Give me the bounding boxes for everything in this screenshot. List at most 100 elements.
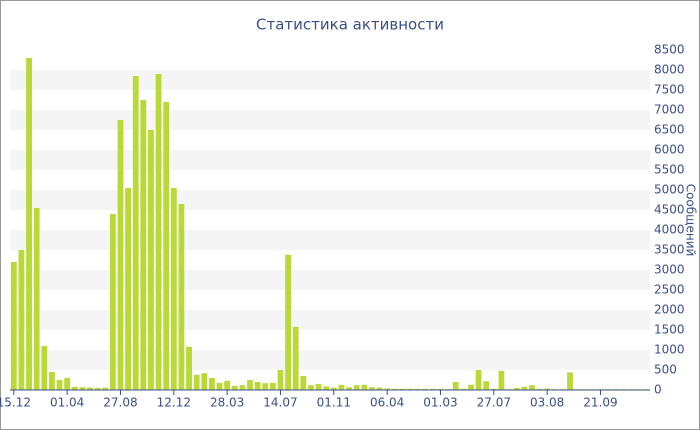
bar bbox=[178, 204, 185, 390]
bar bbox=[109, 214, 116, 390]
y-tick-label: 3500 bbox=[654, 243, 685, 257]
grid-band bbox=[10, 230, 650, 250]
bar bbox=[422, 388, 429, 390]
bar bbox=[117, 120, 124, 390]
y-tick-label: 6000 bbox=[654, 143, 685, 157]
bar bbox=[125, 188, 131, 390]
grid-band bbox=[10, 110, 650, 130]
bar bbox=[323, 386, 330, 390]
bar bbox=[429, 388, 436, 390]
bar bbox=[361, 384, 368, 390]
x-tick-label: 15.12 bbox=[0, 396, 31, 410]
bar bbox=[163, 102, 170, 390]
y-tick-label: 4500 bbox=[654, 203, 685, 217]
bar bbox=[155, 74, 162, 390]
bar bbox=[544, 388, 551, 390]
x-tick-label: 01.04 bbox=[50, 396, 84, 410]
y-tick-label: 500 bbox=[654, 363, 677, 377]
x-tick-label: 01.03 bbox=[423, 396, 457, 410]
bar bbox=[277, 370, 284, 390]
y-tick-label: 7000 bbox=[654, 103, 685, 117]
bar bbox=[292, 326, 299, 390]
bar bbox=[369, 387, 375, 390]
bar bbox=[521, 386, 528, 390]
x-tick-label: 03.08 bbox=[530, 396, 564, 410]
bar bbox=[71, 386, 78, 390]
y-tick-label: 2000 bbox=[654, 303, 685, 317]
bar bbox=[490, 388, 497, 390]
bar bbox=[353, 385, 360, 390]
bar bbox=[567, 372, 573, 390]
bar bbox=[231, 386, 238, 390]
bar bbox=[10, 262, 17, 390]
bar bbox=[239, 385, 246, 390]
bar bbox=[407, 388, 413, 390]
x-tick-label: 27.07 bbox=[477, 396, 511, 410]
y-axis-label: Сообщений bbox=[684, 184, 698, 257]
grid-band bbox=[10, 310, 650, 330]
bar bbox=[87, 387, 93, 390]
bar bbox=[391, 388, 398, 390]
grid-band bbox=[10, 190, 650, 210]
bar bbox=[64, 378, 71, 390]
bar bbox=[330, 387, 337, 390]
bar bbox=[300, 376, 307, 390]
bar bbox=[140, 100, 147, 390]
bar bbox=[315, 384, 322, 390]
bar bbox=[79, 387, 86, 390]
y-tick-label: 7500 bbox=[654, 83, 685, 97]
y-tick-label: 5500 bbox=[654, 163, 685, 177]
y-tick-label: 4000 bbox=[654, 223, 685, 237]
bar bbox=[346, 387, 352, 390]
bar bbox=[468, 384, 474, 390]
y-tick-label: 0 bbox=[654, 383, 662, 397]
bar bbox=[376, 387, 383, 390]
bar bbox=[437, 388, 444, 390]
bar bbox=[269, 382, 276, 390]
y-tick-label: 5000 bbox=[654, 183, 685, 197]
bar bbox=[148, 130, 154, 390]
bar bbox=[384, 388, 391, 390]
y-tick-label: 8000 bbox=[654, 63, 685, 77]
bar bbox=[498, 370, 505, 390]
x-tick-label: 28.03 bbox=[210, 396, 244, 410]
x-tick-label: 27.08 bbox=[103, 396, 137, 410]
bar bbox=[529, 385, 535, 390]
bar bbox=[201, 373, 208, 390]
bar bbox=[460, 388, 467, 390]
bar bbox=[483, 381, 490, 390]
bar bbox=[209, 378, 215, 390]
bar bbox=[224, 380, 231, 390]
bar bbox=[254, 382, 261, 390]
bar bbox=[170, 188, 177, 390]
bar bbox=[262, 383, 269, 390]
x-tick-label: 12.12 bbox=[157, 396, 191, 410]
bar bbox=[26, 58, 32, 390]
x-tick-label: 01.11 bbox=[317, 396, 351, 410]
grid-band bbox=[10, 350, 650, 370]
bar bbox=[193, 374, 200, 390]
bar bbox=[308, 385, 314, 390]
y-tick-label: 2500 bbox=[654, 283, 685, 297]
grid-band bbox=[10, 70, 650, 90]
bar bbox=[338, 384, 345, 390]
bar bbox=[536, 388, 543, 390]
bar bbox=[247, 380, 253, 390]
bar bbox=[399, 388, 406, 390]
bar bbox=[41, 346, 48, 390]
bar bbox=[216, 382, 223, 390]
x-tick-label: 14.07 bbox=[263, 396, 297, 410]
y-tick-label: 1000 bbox=[654, 343, 685, 357]
bar bbox=[102, 387, 109, 390]
y-tick-label: 1500 bbox=[654, 323, 685, 337]
bar bbox=[513, 388, 520, 390]
chart-title: Статистика активности bbox=[256, 16, 444, 34]
bar bbox=[132, 76, 139, 390]
y-tick-label: 6500 bbox=[654, 123, 685, 137]
bar bbox=[49, 372, 55, 390]
grid-band bbox=[10, 270, 650, 290]
bar bbox=[186, 346, 192, 390]
bar bbox=[94, 388, 101, 390]
bar bbox=[33, 208, 40, 390]
